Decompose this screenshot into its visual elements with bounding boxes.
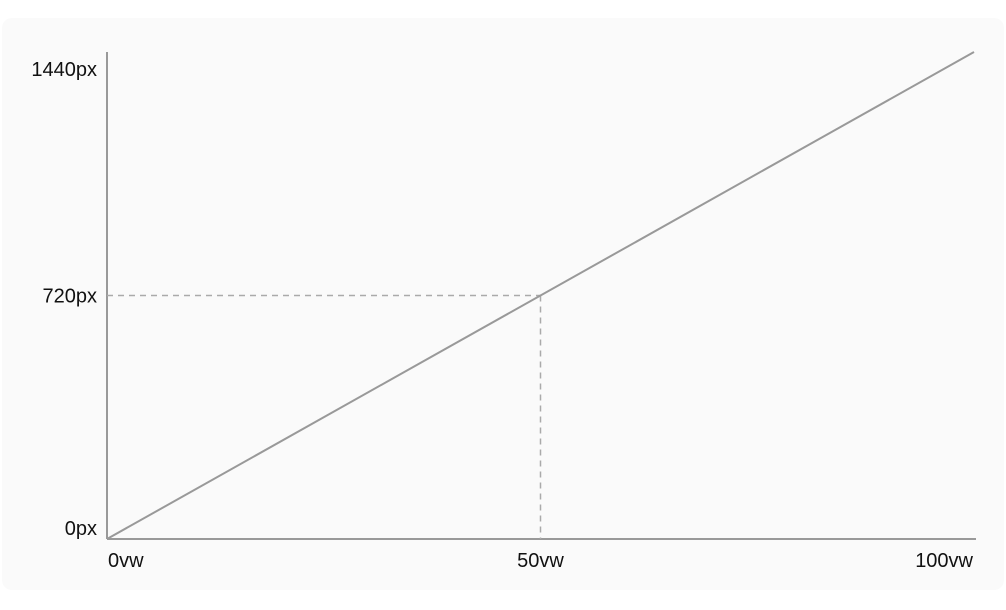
x-tick-labels: 0vw 50vw 100vw	[108, 550, 974, 572]
x-tick-label: 100vw	[915, 550, 973, 572]
y-tick-label: 1440px	[31, 59, 97, 81]
series-line-0	[106, 51, 975, 540]
x-tick-label: 50vw	[517, 550, 564, 572]
y-tick-label: 720px	[43, 286, 98, 308]
x-tick-label: 0vw	[108, 550, 144, 572]
series-layer	[106, 51, 975, 540]
y-tick-labels: 0px 720px 1440px	[31, 59, 97, 540]
y-tick-label: 0px	[65, 518, 97, 540]
chart-card	[2, 18, 1004, 590]
